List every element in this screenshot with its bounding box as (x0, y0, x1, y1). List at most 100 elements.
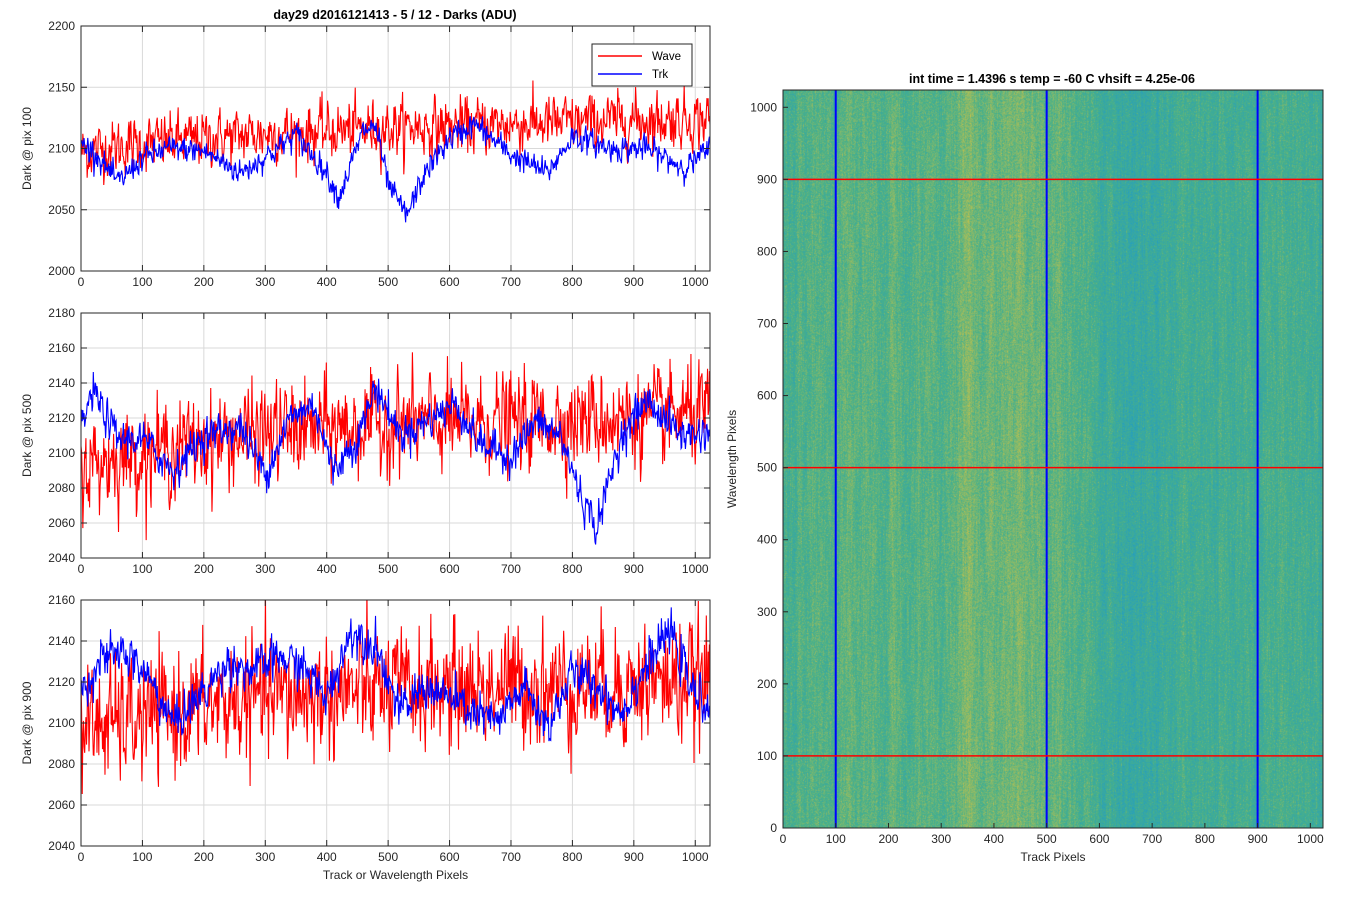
y-tick-label: 2040 (48, 839, 75, 853)
x-tick-label: 600 (440, 275, 460, 289)
x-tick-label: 400 (317, 562, 337, 576)
x-tick-label: 600 (440, 562, 460, 576)
y-tick-label: 2000 (48, 264, 75, 278)
x-tick-label: 400 (317, 275, 337, 289)
heatmap-y-tick-label: 700 (757, 317, 777, 331)
line-panel-pix500: 0 100 200 300 400 500 600 700 800 900 1000 2040 2060… (20, 306, 711, 576)
x-tick-label: 200 (194, 275, 214, 289)
y-tick-label: 2140 (48, 376, 75, 390)
x-tick-label: 0 (78, 275, 85, 289)
x-tick-label: 500 (378, 850, 398, 864)
heatmap-x-tick-label: 0 (780, 832, 787, 846)
x-tick-label: 900 (624, 850, 644, 864)
heatmap-y-tick-label: 0 (770, 821, 777, 835)
heatmap-title: int time = 1.4396 s temp = -60 C vhsift … (909, 72, 1195, 86)
x-tick-label: 100 (132, 275, 152, 289)
y-tick-label: 2200 (48, 19, 75, 33)
x-tick-label: 0 (78, 850, 85, 864)
heatmap-y-tick-label: 800 (757, 244, 777, 258)
x-tick-label: 100 (132, 562, 152, 576)
y-axis-label: Dark @ pix 900 (20, 681, 34, 764)
x-axis-label: Track or Wavelength Pixels (323, 868, 468, 882)
y-tick-label: 2160 (48, 341, 75, 355)
heatmap-y-tick-label: 600 (757, 389, 777, 403)
heatmap-x-tick-label: 800 (1195, 832, 1215, 846)
heatmap-overlay: 0 100 200 300 400 500 600 700 800 900 1000 0 100 200 3… (725, 89, 1324, 864)
x-tick-label: 200 (194, 850, 214, 864)
y-tick-label: 2180 (48, 306, 75, 320)
y-tick-label: 2120 (48, 411, 75, 425)
y-tick-label: 2100 (48, 142, 75, 156)
legend-box (591, 43, 693, 87)
heatmap-y-tick-label: 900 (757, 172, 777, 186)
y-tick-label: 2050 (48, 203, 75, 217)
heatmap-x-tick-label: 100 (826, 832, 846, 846)
x-tick-label: 700 (501, 850, 521, 864)
heatmap-x-tick-label: 200 (878, 832, 898, 846)
x-tick-label: 700 (501, 275, 521, 289)
figure-title: day29 d2016121413 - 5 / 12 - Darks (ADU) (273, 8, 516, 22)
heatmap-image (783, 90, 1323, 828)
x-tick-label: 0 (78, 562, 85, 576)
x-tick-label: 900 (624, 562, 644, 576)
x-tick-label: 600 (440, 850, 460, 864)
series-line-wave (81, 80, 710, 186)
y-tick-label: 2100 (48, 716, 75, 730)
y-tick-label: 2060 (48, 516, 75, 530)
series-line-trk (81, 116, 710, 223)
legend-label-wave: Wave (652, 51, 681, 63)
line-panel-pix900: 0 100 200 300 400 500 600 700 800 900 1000 2040 2060… (20, 593, 711, 882)
x-tick-label: 500 (378, 562, 398, 576)
heatmap-y-tick-label: 1000 (750, 100, 777, 114)
heatmap-x-tick-label: 1000 (1297, 832, 1324, 846)
line-panel-pix100: 0 100 200 300 400 500 600 700 800 900 1000 2000 2050… (20, 19, 711, 289)
heatmap-y-tick-label: 100 (757, 749, 777, 763)
y-tick-label: 2080 (48, 481, 75, 495)
x-tick-label: 800 (562, 850, 582, 864)
heatmap-x-tick-label: 600 (1089, 832, 1109, 846)
heatmap-x-axis-label: Track Pixels (1021, 850, 1086, 864)
x-tick-label: 1000 (682, 562, 709, 576)
x-tick-label: 100 (132, 850, 152, 864)
x-tick-label: 200 (194, 562, 214, 576)
y-axis-label: Dark @ pix 500 (20, 394, 34, 477)
y-tick-label: 2160 (48, 593, 75, 607)
x-tick-label: 900 (624, 275, 644, 289)
x-tick-label: 800 (562, 562, 582, 576)
heatmap-x-tick-label: 400 (984, 832, 1004, 846)
x-tick-label: 1000 (682, 275, 709, 289)
heatmap-x-tick-label: 900 (1248, 832, 1268, 846)
y-tick-label: 2150 (48, 80, 75, 94)
heatmap-y-tick-label: 400 (757, 533, 777, 547)
x-tick-label: 300 (255, 275, 275, 289)
heatmap-panel: int time = 1.4396 s temp = -60 C vhsift … (725, 72, 1324, 864)
heatmap-x-tick-label: 300 (931, 832, 951, 846)
heatmap-y-tick-label: 500 (757, 461, 777, 475)
heatmap-image-container (783, 90, 1323, 828)
heatmap-x-tick-label: 700 (1142, 832, 1162, 846)
x-tick-label: 500 (378, 275, 398, 289)
heatmap-y-axis-label: Wavelength Pixels (725, 410, 739, 508)
y-tick-label: 2080 (48, 757, 75, 771)
axes-box (80, 312, 711, 559)
y-tick-label: 2060 (48, 798, 75, 812)
x-tick-label: 400 (317, 850, 337, 864)
x-tick-label: 300 (255, 562, 275, 576)
x-tick-label: 300 (255, 850, 275, 864)
legend: Wave Trk (591, 43, 693, 87)
y-tick-label: 2140 (48, 634, 75, 648)
x-tick-label: 800 (562, 275, 582, 289)
series-line-trk (81, 607, 710, 742)
x-tick-label: 700 (501, 562, 521, 576)
series-line-trk (81, 372, 710, 545)
y-axis-label: Dark @ pix 100 (20, 107, 34, 190)
heatmap-y-tick-label: 300 (757, 605, 777, 619)
x-tick-label: 1000 (682, 850, 709, 864)
legend-label-trk: Trk (652, 69, 668, 81)
heatmap-axes-box (782, 89, 1324, 829)
y-tick-label: 2120 (48, 675, 75, 689)
heatmap-y-tick-label: 200 (757, 677, 777, 691)
heatmap-x-tick-label: 500 (1037, 832, 1057, 846)
y-tick-label: 2040 (48, 551, 75, 565)
